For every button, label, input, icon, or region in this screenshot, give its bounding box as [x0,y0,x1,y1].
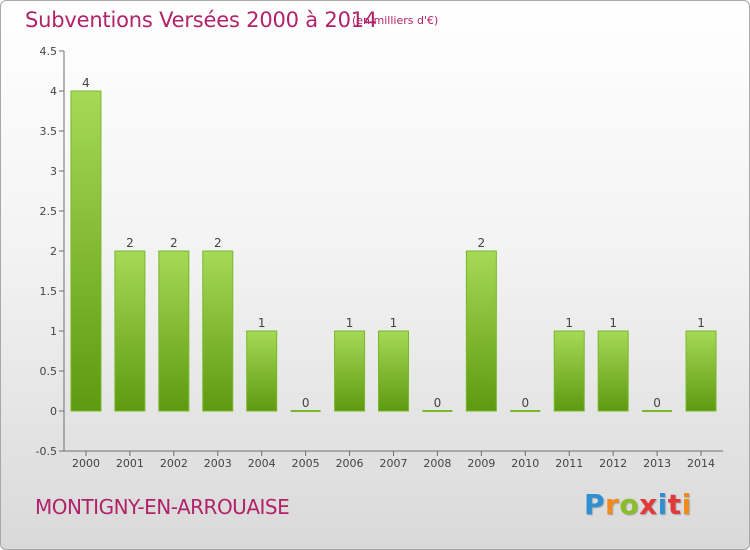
y-tick-label: 3 [50,165,57,178]
y-tick-label: 2 [50,245,57,258]
bar [597,330,629,412]
logo-letter: x [639,488,658,521]
bar [378,330,409,412]
x-tick-label: 2004 [248,457,276,470]
x-tick-label: 2014 [687,457,715,470]
y-tick-label: 4 [50,85,57,98]
data-label: 0 [653,396,661,410]
bar [422,410,453,412]
logo-letter: o [619,488,640,521]
logo-letter: i [681,488,692,521]
chart-labels: 4 2 2 2 1 0 1 1 0 2 0 1 1 0 1 [82,76,705,410]
bar [114,250,146,412]
data-label: 1 [346,316,354,330]
bar [70,90,102,412]
x-tick-label: 2000 [72,457,100,470]
y-tick-label: 3.5 [40,125,58,138]
bar [642,410,673,412]
x-tick-label: 2007 [380,457,408,470]
bar [158,250,190,412]
proxiti-logo: Proxiti [584,488,692,521]
y-tick-label: 2.5 [40,205,58,218]
bar [246,330,278,412]
x-tick-label: 2002 [160,457,188,470]
bar [334,330,366,412]
data-label: 2 [478,236,486,250]
data-label: 2 [214,236,222,250]
x-tick-label: 2012 [599,457,627,470]
x-tick-label: 2013 [643,457,671,470]
data-label: 0 [434,396,442,410]
data-label: 1 [258,316,266,330]
bar [202,250,234,412]
logo-letter: r [605,488,620,521]
y-tick-label: 0.5 [40,365,58,378]
data-label: 1 [390,316,398,330]
y-tick-label: 1 [50,325,57,338]
data-label: 0 [302,396,310,410]
logo-letter: t [667,488,682,521]
bar [290,410,321,412]
chart-bars [70,90,717,412]
bar [510,410,541,412]
bar [553,330,585,412]
chart-title: Subventions Versées 2000 à 2014 [25,8,378,32]
data-label: 4 [82,76,90,90]
y-tick-label: 1.5 [40,285,58,298]
data-label: 2 [126,236,134,250]
x-tick-label: 2008 [423,457,451,470]
data-label: 1 [609,316,617,330]
logo-letter: i [657,488,668,521]
chart-unit: (en milliers d'€) [352,14,439,27]
data-label: 0 [521,396,529,410]
bar [465,250,497,412]
bar [685,330,717,412]
x-tick-label: 2006 [336,457,364,470]
logo-letter: P [584,488,606,521]
x-tick-label: 2010 [511,457,539,470]
data-label: 1 [697,316,705,330]
x-tick-label: 2003 [204,457,232,470]
data-label: 2 [170,236,178,250]
commune-name: MONTIGNY-EN-ARROUAISE [35,495,290,519]
x-tick-label: 2011 [555,457,583,470]
y-tick-label: -0.5 [36,445,57,458]
y-tick-label: 4.5 [40,45,58,58]
data-label: 1 [565,316,573,330]
x-tick-label: 2005 [292,457,320,470]
x-tick-label: 2009 [467,457,495,470]
y-tick-label: 0 [50,405,57,418]
x-tick-label: 2001 [116,457,144,470]
